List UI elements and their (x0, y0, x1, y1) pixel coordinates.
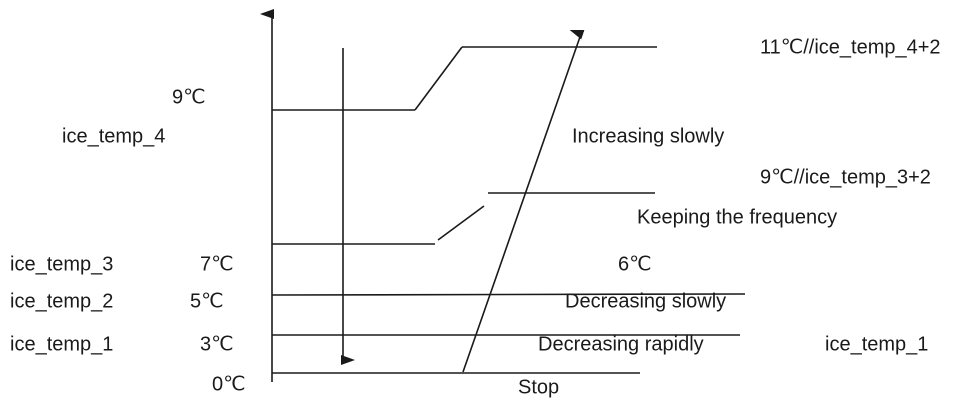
label: 7℃ (200, 253, 234, 275)
diagram-lines (260, 9, 746, 382)
label: 0℃ (212, 373, 246, 395)
slant-line (437, 205, 485, 241)
label: 9℃//ice_temp_3+2 (760, 166, 931, 188)
slant-line (414, 46, 463, 111)
label: ice_temp_4 (62, 125, 165, 147)
label: 9℃ (172, 86, 206, 108)
label: Decreasing rapidly (538, 333, 704, 355)
label: Decreasing slowly (565, 290, 726, 312)
label: Stop (518, 376, 559, 398)
label: ice_temp_3 (10, 253, 113, 275)
label: Keeping the frequency (637, 206, 837, 228)
level-line (271, 293, 746, 296)
label: Increasing slowly (572, 125, 724, 147)
label: ice_temp_2 (10, 290, 113, 312)
label: ice_temp_1 (825, 333, 928, 355)
label: 3℃ (200, 333, 234, 355)
label: ice_temp_1 (10, 333, 113, 355)
label: 5℃ (190, 290, 224, 312)
label: 6℃ (618, 253, 652, 275)
rise-arrow (462, 29, 585, 373)
label: 11℃//ice_temp_4+2 (760, 36, 941, 58)
